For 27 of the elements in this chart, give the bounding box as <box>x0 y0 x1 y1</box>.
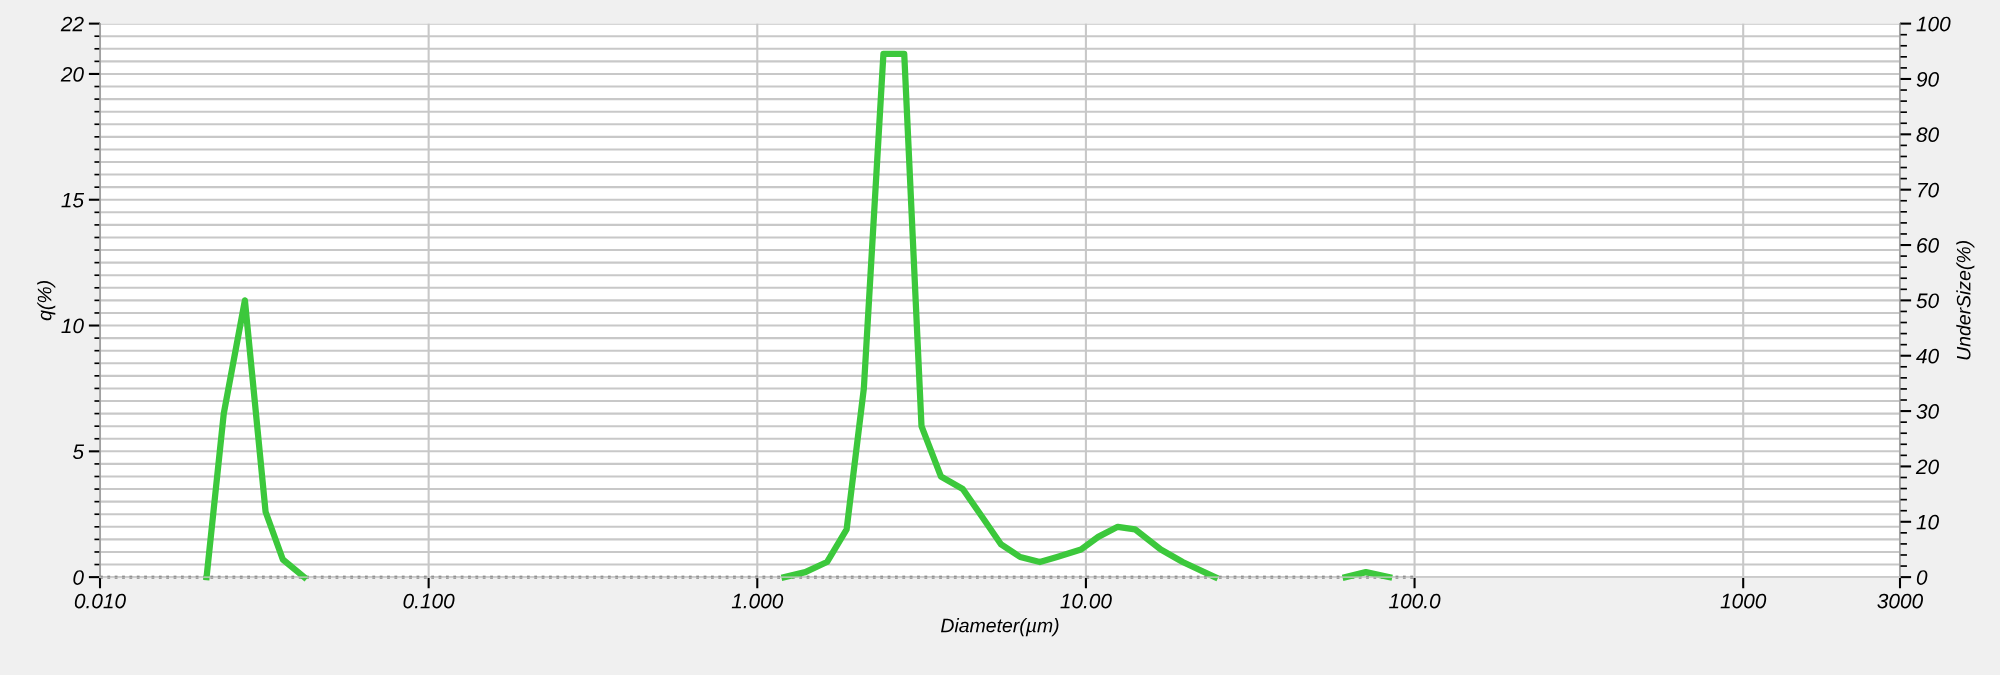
x-tick-label: 3000 <box>1877 593 1923 609</box>
x-axis-title: Diameter(µm) <box>940 618 1059 637</box>
y2-tick-label: 50 <box>1916 293 1939 309</box>
x-tick-label: 0.100 <box>403 593 455 609</box>
y-tick-label: 20 <box>60 66 84 82</box>
y2-tick-label: 30 <box>1916 404 1939 419</box>
y2-tick-label: 40 <box>1916 348 1939 364</box>
y2-tick-label: 100 <box>1916 16 1951 32</box>
y2-tick-label: 20 <box>1915 459 1939 475</box>
y-tick-label: 0 <box>73 570 84 585</box>
y-tick-label: 15 <box>61 192 85 208</box>
x-tick-label: 10.00 <box>1060 593 1112 609</box>
y-tick-label: 10 <box>61 318 84 334</box>
x-tick-label: 1.000 <box>731 593 784 609</box>
y2-tick-label: 70 <box>1918 182 1939 198</box>
y-tick-label: 22 <box>60 16 84 32</box>
y-axis-title: q(%) <box>37 281 56 321</box>
y-tick-label: 5 <box>72 444 85 460</box>
y2-tick-label: 0 <box>1916 570 1928 585</box>
x-tick-label: 100.0 <box>1389 593 1441 609</box>
y2-axis-title: UnderSize(%) <box>1956 241 1975 360</box>
y2-tick-label: 90 <box>1916 71 1939 87</box>
y2-tick-label: 10 <box>1916 514 1939 530</box>
x-tick-label: 0.010 <box>74 593 126 609</box>
y2-tick-label: 60 <box>1917 238 1939 253</box>
x-tick-label: 1000 <box>1720 593 1767 609</box>
y2-tick-label: 80 <box>1916 127 1939 143</box>
